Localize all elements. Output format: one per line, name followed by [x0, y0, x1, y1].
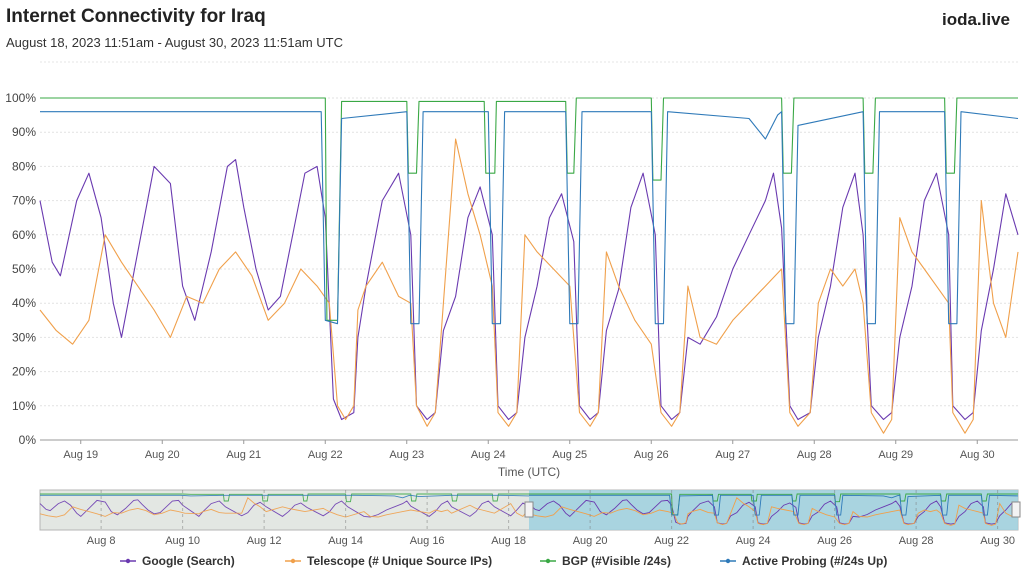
range-navigator[interactable]: Aug 8 Aug 10 Aug 12 Aug 14 Aug 16 Aug 18 Aug 2… [39, 489, 1021, 547]
series-line-2 [40, 97, 1018, 321]
navigator-tick-label: Aug 30 [980, 535, 1015, 547]
series-line-3 [40, 111, 1019, 325]
navigator-tick-label: Aug 8 [87, 535, 116, 547]
y-tick-label: 100% [5, 91, 36, 105]
chart-title: Internet Connectivity for Iraq [6, 6, 266, 27]
navigator-line-early-0 [39, 499, 530, 518]
grid-lines [40, 61, 1018, 441]
y-tick-label: 90% [12, 125, 36, 139]
y-tick-label: 40% [12, 296, 36, 310]
legend-marker [545, 558, 551, 564]
navigator-tick-label: Aug 20 [573, 535, 608, 547]
legend-marker [125, 558, 131, 564]
navigator-tick-label: Aug 10 [165, 535, 200, 547]
navigator-line-early-3 [40, 494, 530, 499]
navigator-tick-label: Aug 18 [491, 535, 526, 547]
navigator-line-1 [528, 497, 1019, 526]
y-tick-label: 10% [12, 399, 36, 413]
y-tick-label: 60% [12, 228, 36, 242]
series-line-1 [39, 138, 1019, 434]
navigator-tick-label: Aug 26 [817, 535, 852, 547]
legend-label: Google (Search) [142, 554, 235, 568]
legend-item-1[interactable]: Telescope (# Unique Source IPs) [285, 554, 492, 568]
navigator-line-3 [529, 494, 1019, 516]
navigator-tick-label: Aug 28 [899, 535, 934, 547]
navigator-tick-label: Aug 22 [654, 535, 689, 547]
y-tick-label: 0% [19, 433, 37, 447]
y-tick-label: 50% [12, 262, 36, 276]
x-tick-label: Aug 24 [471, 449, 506, 461]
legend-label: Active Probing (#/24s Up) [742, 554, 887, 568]
legend-marker [725, 558, 731, 564]
x-tick-label: Aug 19 [63, 449, 98, 461]
x-tick-label: Aug 27 [715, 449, 750, 461]
navigator-right-handle[interactable] [1011, 501, 1021, 518]
x-tick-label: Aug 25 [552, 449, 587, 461]
x-tick-label: Aug 21 [226, 449, 261, 461]
navigator-lines [39, 493, 1019, 526]
y-tick-label: 20% [12, 365, 36, 379]
x-tick-label: Aug 26 [634, 449, 669, 461]
x-tick-label: Aug 28 [797, 449, 832, 461]
x-axis-ticks: Aug 19 Aug 20 Aug 21 Aug 22 Aug 23 Aug 24 Aug … [63, 440, 995, 461]
navigator-x-ticks: Aug 8 Aug 10 Aug 12 Aug 14 Aug 16 Aug 18 Aug 2… [87, 490, 1015, 547]
x-tick-label: Aug 30 [960, 449, 995, 461]
x-tick-label: Aug 23 [389, 449, 424, 461]
series-lines [39, 97, 1019, 434]
series-line-0 [39, 159, 1019, 421]
x-tick-label: Aug 20 [145, 449, 180, 461]
navigator-tick-label: Aug 14 [328, 535, 363, 547]
legend-label: BGP (#Visible /24s) [562, 554, 671, 568]
navigator-tick-label: Aug 12 [247, 535, 282, 547]
navigator-line-0 [528, 499, 1019, 525]
y-tick-label: 70% [12, 194, 36, 208]
y-axis-ticks: 0% 10% 20% 30% 40% 50% 60% 70% 80% 90% 100% [5, 91, 36, 447]
navigator-selection[interactable] [529, 490, 1018, 530]
navigator-tick-label: Aug 24 [736, 535, 771, 547]
navigator-left-handle[interactable] [524, 501, 534, 518]
legend-item-2[interactable]: BGP (#Visible /24s) [540, 554, 671, 568]
legend-item-3[interactable]: Active Probing (#/24s Up) [720, 554, 887, 568]
y-tick-label: 80% [12, 159, 36, 173]
x-axis-title: Time (UTC) [498, 465, 560, 479]
y-tick-label: 30% [12, 330, 36, 344]
legend-label: Telescope (# Unique Source IPs) [307, 554, 492, 568]
legend-marker [290, 558, 296, 564]
brand-label: ioda.live [941, 10, 1010, 29]
navigator-tick-label: Aug 16 [410, 535, 445, 547]
x-tick-label: Aug 29 [878, 449, 913, 461]
navigator-line-early-1 [39, 497, 530, 518]
legend-item-0[interactable]: Google (Search) [120, 554, 235, 568]
chart-subtitle: August 18, 2023 11:51am - August 30, 202… [6, 35, 344, 50]
chart-legend[interactable]: Google (Search) Telescope (# Unique Sourc… [120, 554, 887, 568]
x-tick-label: Aug 22 [308, 449, 343, 461]
